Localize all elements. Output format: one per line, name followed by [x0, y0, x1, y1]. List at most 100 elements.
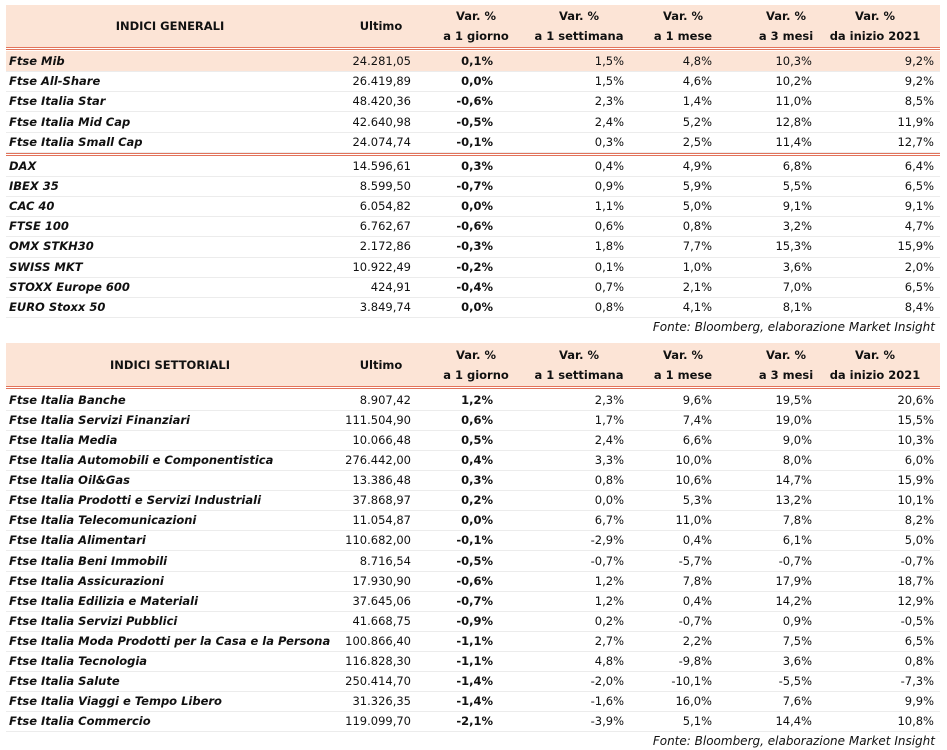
row-line [6, 590, 940, 592]
cell: 1,0% [682, 259, 712, 274]
cell: -5,7% [678, 553, 712, 568]
cell: 0,0% [461, 299, 493, 314]
header-cell: da inizio 2021 [829, 29, 921, 43]
cell: 0,4% [682, 593, 712, 608]
cell: 5,5% [782, 178, 812, 193]
row-line [6, 630, 940, 632]
cell: 11,4% [775, 134, 812, 149]
row-line [6, 610, 940, 612]
separator [6, 47, 940, 50]
cell: 10.922,49 [352, 259, 411, 274]
row-line [6, 690, 940, 692]
cell: 0,8% [594, 473, 624, 488]
header-cell: Var. % [855, 347, 895, 362]
source-note: Fonte: Bloomberg, elaborazione Market In… [652, 734, 935, 749]
cell: 6,7% [594, 513, 624, 528]
row-name: Ftse Italia Assicurazioni [9, 573, 164, 588]
header-bg [6, 343, 940, 386]
cell: 7,6% [782, 693, 812, 708]
cell: 7,5% [782, 633, 812, 648]
row-name: Ftse Italia Salute [9, 673, 120, 688]
cell: 111.504,90 [345, 413, 411, 428]
cell: 3,6% [782, 653, 812, 668]
cell: 0,3% [594, 134, 624, 149]
cell: -0,2% [456, 259, 493, 274]
row-line [6, 670, 940, 672]
header-cell: Var. % [456, 347, 496, 362]
cell: 0,0% [461, 513, 493, 528]
cell: 100.866,40 [345, 633, 411, 648]
row-highlight [6, 51, 940, 72]
cell: -5,5% [778, 673, 812, 688]
cell: -0,4% [456, 279, 493, 294]
header-title: INDICI SETTORIALI [110, 357, 230, 372]
header-cell: a 1 mese [653, 367, 713, 382]
row-line [6, 510, 940, 512]
row-line [6, 175, 940, 177]
header-title: INDICI GENERALI [115, 19, 225, 33]
cell: -0,5% [456, 114, 493, 129]
row-line [6, 470, 940, 472]
cell: 2,1% [682, 279, 712, 294]
cell: 5,2% [682, 114, 712, 129]
cell: 41.668,75 [352, 613, 411, 628]
cell: 0,6% [461, 413, 493, 428]
cell: 14,2% [775, 593, 812, 608]
cell: 10.066,48 [352, 433, 411, 448]
row-name: Ftse Italia Servizi Pubblici [9, 613, 178, 628]
row-line [6, 256, 940, 258]
cell: 250.414,70 [345, 673, 411, 688]
cell: 5,1% [682, 713, 712, 728]
cell: 48.420,36 [352, 94, 411, 109]
cell: -3,9% [590, 713, 624, 728]
cell: 12,8% [775, 114, 812, 129]
row-name: IBEX 35 [9, 178, 59, 193]
header-cell: Var. % [766, 9, 806, 23]
row-line [6, 731, 940, 733]
cell: 10,2% [775, 74, 812, 89]
cell: 0,6% [594, 219, 624, 234]
cell: 10,1% [897, 493, 934, 508]
cell: 15,9% [897, 473, 934, 488]
cell: 8,5% [904, 94, 934, 109]
row-line [6, 550, 940, 552]
cell: 1,7% [594, 413, 624, 428]
cell: 17.930,90 [352, 573, 411, 588]
cell: 2.172,86 [359, 239, 411, 254]
cell: 6,1% [782, 533, 812, 548]
cell: 9,0% [782, 433, 812, 448]
cell: 2,7% [594, 633, 624, 648]
row-line [6, 91, 940, 93]
header-cell: Var. % [663, 347, 703, 362]
cell: 0,4% [682, 533, 712, 548]
row-name: Ftse Italia Star [9, 94, 106, 109]
cell: 6,8% [782, 158, 812, 173]
cell: -0,6% [456, 573, 493, 588]
row-line [6, 71, 940, 73]
cell: 0,7% [594, 279, 624, 294]
cell: 19,0% [775, 413, 812, 428]
cell: 15,9% [897, 239, 934, 254]
cell: 276.442,00 [345, 453, 411, 468]
row-name: Ftse Italia Moda Prodotti per la Casa e … [9, 633, 331, 648]
row-name: CAC 40 [9, 199, 55, 214]
separator [6, 386, 940, 389]
cell: 0,0% [461, 199, 493, 214]
row-name: Ftse Italia Prodotti e Servizi Industria… [9, 493, 262, 508]
cell: 8.599,50 [359, 178, 411, 193]
cell: 1,2% [594, 593, 624, 608]
row-line [6, 131, 940, 133]
cell: 0,4% [461, 453, 493, 468]
row-name: FTSE 100 [9, 219, 69, 234]
row-name: STOXX Europe 600 [9, 279, 130, 294]
cell: 24.074,74 [352, 134, 411, 149]
row-name: Ftse Italia Tecnologia [9, 653, 148, 668]
cell: -1,4% [456, 673, 493, 688]
cell: 0,9% [782, 613, 812, 628]
cell: -0,5% [900, 613, 934, 628]
cell: 0,1% [594, 259, 624, 274]
header-cell: Var. % [855, 9, 895, 23]
cell: 2,3% [594, 94, 624, 109]
cell: 31.326,35 [352, 693, 411, 708]
